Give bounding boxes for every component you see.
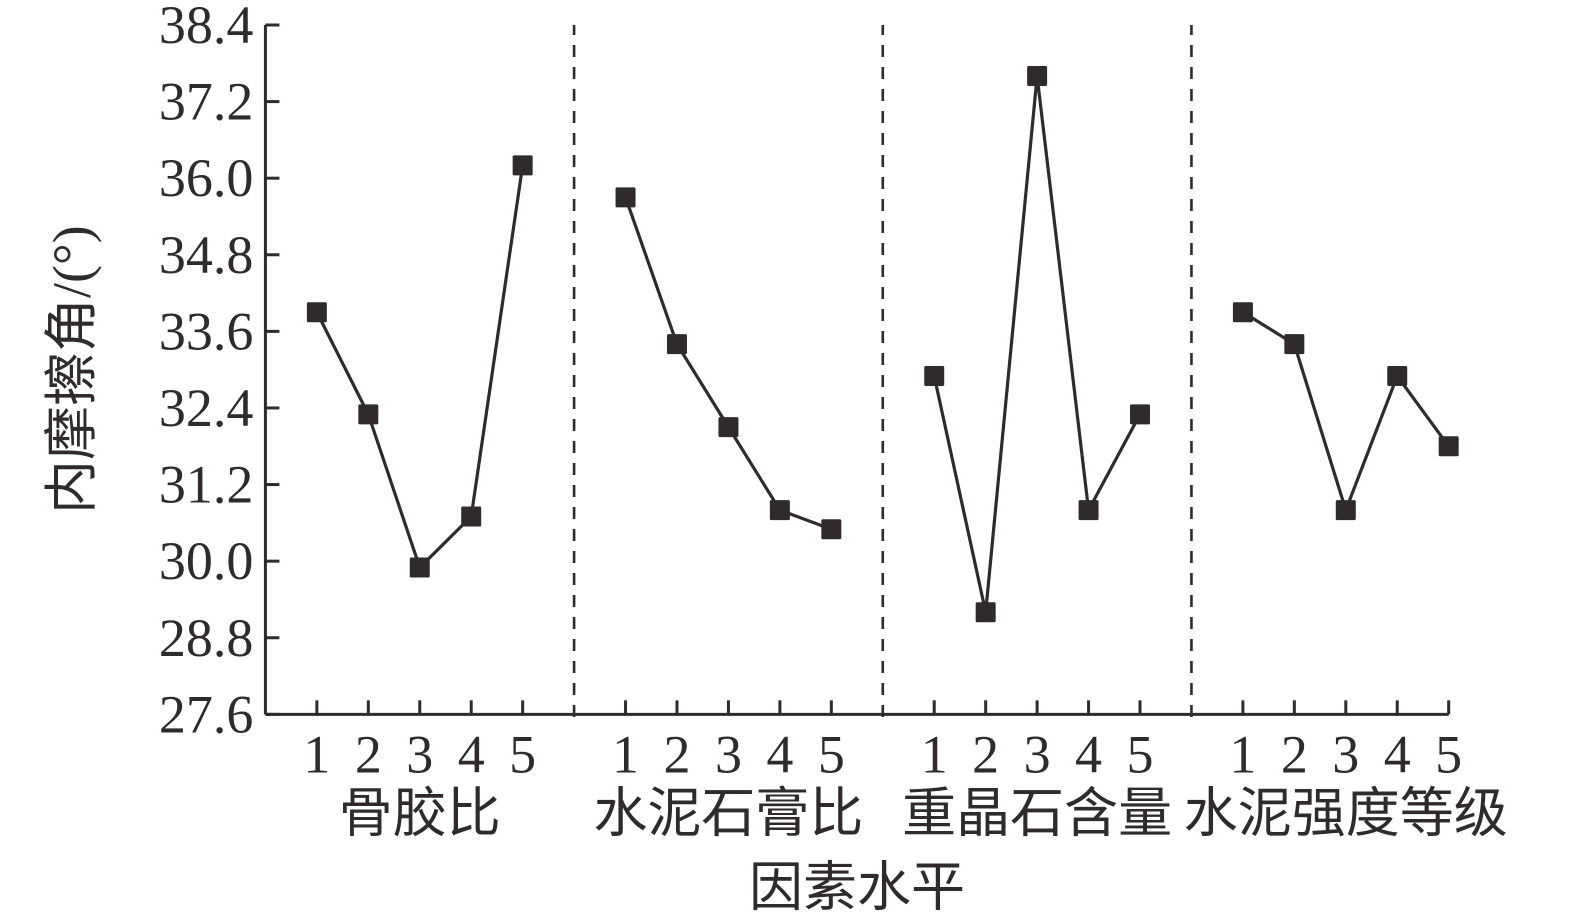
- svg-text:1: 1: [921, 724, 948, 784]
- svg-text:5: 5: [1435, 724, 1462, 784]
- svg-text:30.0: 30.0: [159, 531, 254, 591]
- svg-text:1: 1: [303, 724, 330, 784]
- svg-text:27.6: 27.6: [159, 684, 254, 744]
- svg-text:36.0: 36.0: [159, 148, 254, 208]
- svg-text:3: 3: [1024, 724, 1051, 784]
- svg-text:37.2: 37.2: [159, 72, 254, 132]
- svg-text:3: 3: [715, 724, 742, 784]
- svg-text:34.8: 34.8: [159, 225, 254, 285]
- svg-text:2: 2: [663, 724, 690, 784]
- svg-text:骨胶比: 骨胶比: [339, 783, 501, 843]
- svg-text:因素水平: 因素水平: [749, 857, 965, 917]
- svg-text:3: 3: [1332, 724, 1359, 784]
- svg-text:2: 2: [355, 724, 382, 784]
- svg-text:4: 4: [458, 724, 485, 784]
- svg-text:1: 1: [612, 724, 639, 784]
- svg-text:4: 4: [1075, 724, 1102, 784]
- svg-text:28.8: 28.8: [159, 608, 254, 668]
- svg-text:32.4: 32.4: [159, 378, 254, 438]
- svg-text:重晶石含量: 重晶石含量: [902, 783, 1172, 843]
- svg-text:内摩擦角/(°): 内摩擦角/(°): [42, 225, 102, 514]
- svg-text:4: 4: [766, 724, 793, 784]
- svg-text:水泥强度等级: 水泥强度等级: [1184, 783, 1508, 843]
- svg-text:5: 5: [1127, 724, 1154, 784]
- svg-text:2: 2: [972, 724, 999, 784]
- svg-text:2: 2: [1281, 724, 1308, 784]
- svg-text:31.2: 31.2: [159, 455, 254, 515]
- svg-text:33.6: 33.6: [159, 301, 254, 361]
- svg-text:1: 1: [1229, 724, 1256, 784]
- svg-text:38.4: 38.4: [159, 0, 254, 55]
- svg-text:5: 5: [509, 724, 536, 784]
- svg-text:4: 4: [1384, 724, 1411, 784]
- svg-text:3: 3: [406, 724, 433, 784]
- svg-text:水泥石膏比: 水泥石膏比: [593, 783, 863, 843]
- svg-text:5: 5: [818, 724, 845, 784]
